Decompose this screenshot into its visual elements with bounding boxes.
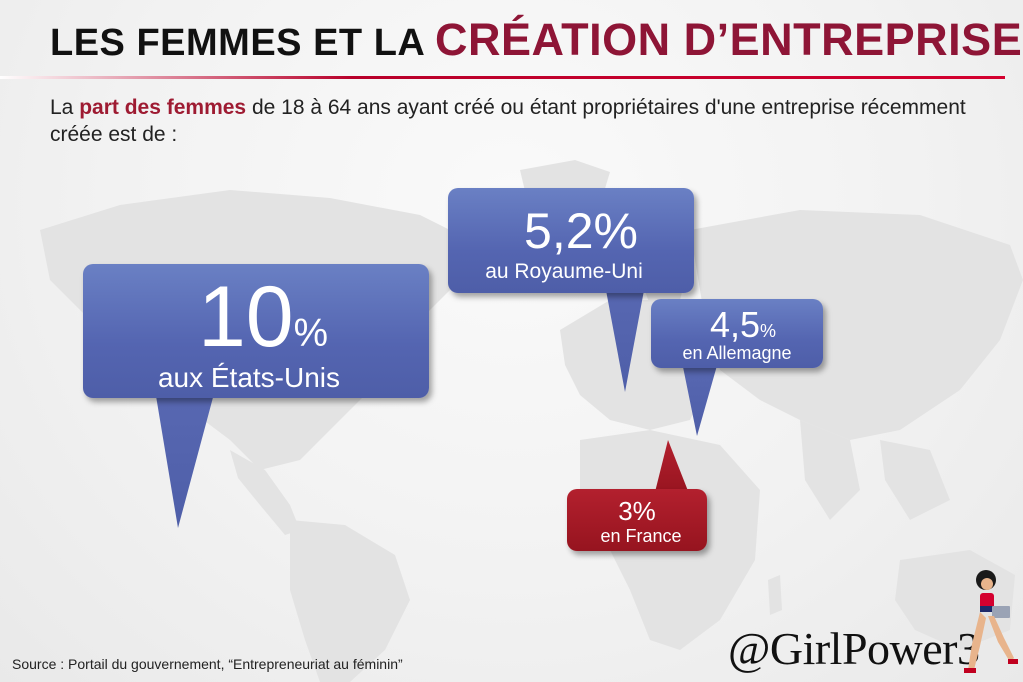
bubble-uk: 5,2% au Royaume-Uni — [448, 188, 694, 293]
intro-prefix: La — [50, 96, 80, 119]
bubble-us: 10% aux États-Unis — [83, 264, 429, 398]
title-part2: CRÉATION D’ENTREPRISE — [435, 14, 1023, 65]
intro-text: La part des femmes de 18 à 64 ans ayant … — [50, 94, 990, 148]
bubble-fr: 3% en France — [567, 489, 707, 551]
us-unit: % — [293, 312, 329, 355]
uk-label: au Royaume-Uni — [485, 260, 643, 283]
de-value: 4,5% — [651, 307, 823, 343]
de-unit: % — [760, 321, 777, 341]
bubble-tail-de — [682, 362, 718, 436]
bubble-tail-fr — [654, 440, 690, 496]
us-number: 10 — [197, 269, 294, 365]
source-note: Source : Portail du gouvernement, “Entre… — [12, 656, 403, 672]
fr-value: 3% — [618, 496, 656, 526]
title-part1: LES FEMMES ET LA — [50, 22, 435, 64]
de-number: 4,5 — [709, 304, 761, 345]
uk-value: 5,2% — [524, 203, 638, 259]
bubble-de: 4,5% en Allemagne — [651, 299, 823, 368]
us-label: aux États-Unis — [157, 362, 341, 393]
woman-with-laptop-icon — [964, 570, 1018, 673]
bubble-tail-us — [155, 390, 215, 528]
twitter-handle: @GirlPower3 — [728, 623, 980, 674]
page-title: LES FEMMES ET LA CRÉATION D’ENTREPRISE — [50, 14, 1022, 66]
us-value: 10% — [83, 274, 429, 360]
title-underline — [0, 76, 1005, 79]
intro-highlight: part des femmes — [79, 96, 247, 119]
title-bar: LES FEMMES ET LA CRÉATION D’ENTREPRISE — [0, 0, 1023, 84]
fr-label: en France — [600, 526, 682, 546]
intro-suffix: de 18 à 64 ans ayant créé ou étant propr… — [50, 96, 966, 146]
de-label: en Allemagne — [682, 343, 792, 363]
bubble-tail-uk — [605, 285, 645, 392]
